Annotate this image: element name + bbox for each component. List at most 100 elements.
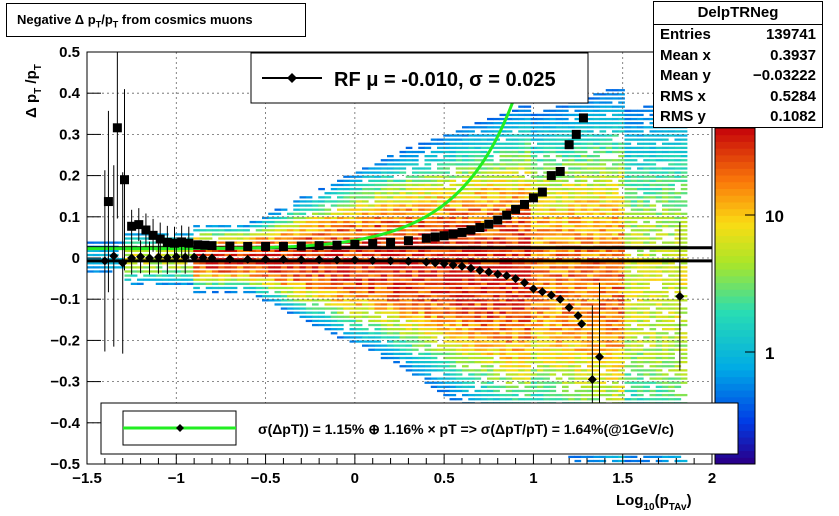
heatmap-cell <box>424 365 432 368</box>
heatmap-cell <box>674 303 682 306</box>
heatmap-cell <box>493 146 500 150</box>
heatmap-cell <box>424 348 432 351</box>
heatmap-cell <box>655 159 663 162</box>
heatmap-cell <box>305 266 313 269</box>
heatmap-cell <box>530 146 538 150</box>
heatmap-cell <box>349 216 357 220</box>
data-point-diamond <box>145 253 154 263</box>
heatmap-cell <box>543 319 550 323</box>
heatmap-cell <box>287 233 294 236</box>
heatmap-cell <box>618 303 625 306</box>
heatmap-cell <box>587 97 594 100</box>
heatmap-cell <box>674 237 682 240</box>
heatmap-cell <box>462 274 469 277</box>
heatmap-cell <box>605 365 613 368</box>
heatmap-cell <box>599 101 607 104</box>
heatmap-cell <box>474 340 482 343</box>
heatmap-cell <box>599 220 607 224</box>
heatmap-cell <box>630 175 638 178</box>
heatmap-cell <box>518 295 525 298</box>
heatmap-cell <box>299 220 307 224</box>
heatmap-cell <box>455 328 463 331</box>
heatmap-cell <box>593 216 600 220</box>
heatmap-cell <box>337 315 344 318</box>
heatmap-cell <box>549 311 557 314</box>
heatmap-cell <box>505 307 513 310</box>
heatmap-cell <box>662 249 669 253</box>
data-point-square <box>502 210 512 220</box>
heatmap-cell <box>130 274 138 277</box>
heatmap-cell <box>680 377 688 380</box>
heatmap-cell <box>468 183 475 187</box>
heatmap-cell <box>630 278 638 281</box>
heatmap-cell <box>524 146 532 150</box>
heatmap-cell <box>374 196 382 199</box>
heatmap-cell <box>505 266 513 269</box>
heatmap-cell <box>174 249 182 253</box>
heatmap-cell <box>455 138 463 141</box>
heatmap-cell <box>662 373 669 376</box>
heatmap-cell <box>355 179 363 182</box>
data-point-diamond <box>511 274 521 284</box>
heatmap-cell <box>493 389 500 393</box>
heatmap-cell <box>524 299 532 302</box>
heatmap-cell <box>605 319 613 323</box>
heatmap-cell <box>555 258 563 261</box>
heatmap-cell <box>299 200 307 203</box>
heatmap-cell <box>505 344 513 347</box>
heatmap-cell <box>643 323 650 327</box>
heatmap-cell <box>562 117 569 121</box>
heatmap-cell <box>443 175 450 178</box>
heatmap-cell <box>349 340 357 343</box>
heatmap-cell <box>518 258 525 261</box>
heatmap-cell <box>643 266 650 269</box>
heatmap-cell <box>518 187 525 191</box>
heatmap-cell <box>624 303 632 306</box>
heatmap-cell <box>349 319 357 323</box>
heatmap-cell <box>543 130 550 133</box>
heatmap-cell <box>524 319 532 323</box>
heatmap-cell <box>480 146 488 150</box>
heatmap-cell <box>130 253 138 257</box>
heatmap-cell <box>449 253 457 257</box>
heatmap-cell <box>587 212 594 215</box>
heatmap-cell <box>530 258 538 261</box>
heatmap-cell <box>662 319 669 323</box>
heatmap-cell <box>474 262 482 265</box>
heatmap-cell <box>305 311 313 314</box>
heatmap-cell <box>280 303 288 306</box>
heatmap-cell <box>437 385 444 388</box>
heatmap-cell <box>274 249 282 253</box>
heatmap-cell <box>643 183 650 187</box>
heatmap-cell <box>524 150 532 154</box>
color-scale-cell <box>715 228 755 237</box>
heatmap-cell <box>580 274 588 277</box>
heatmap-cell <box>512 336 519 339</box>
heatmap-cell <box>430 278 438 281</box>
heatmap-cell <box>643 126 650 129</box>
heatmap-cell <box>668 270 675 273</box>
heatmap-cell <box>474 122 482 125</box>
heatmap-cell <box>605 109 613 112</box>
heatmap-cell <box>330 204 338 207</box>
heatmap-cell <box>393 336 400 339</box>
heatmap-cell <box>530 369 538 372</box>
heatmap-cell <box>624 356 632 360</box>
heatmap-cell <box>505 332 513 335</box>
heatmap-cell <box>449 258 457 261</box>
heatmap-cell <box>512 262 519 265</box>
heatmap-cell <box>655 150 663 154</box>
heatmap-cell <box>230 229 238 232</box>
heatmap-cell <box>562 196 569 199</box>
heatmap-cell <box>124 253 132 257</box>
heatmap-cell <box>530 266 538 269</box>
heatmap-cell <box>624 196 632 199</box>
heatmap-cell <box>418 315 425 318</box>
heatmap-cell <box>362 307 369 310</box>
heatmap-cell <box>605 97 613 100</box>
heatmap-cell <box>455 159 463 162</box>
stats-value: 0.1082 <box>770 108 816 125</box>
heatmap-cell <box>418 241 425 244</box>
heatmap-cell <box>205 270 213 273</box>
heatmap-cell <box>674 200 682 203</box>
